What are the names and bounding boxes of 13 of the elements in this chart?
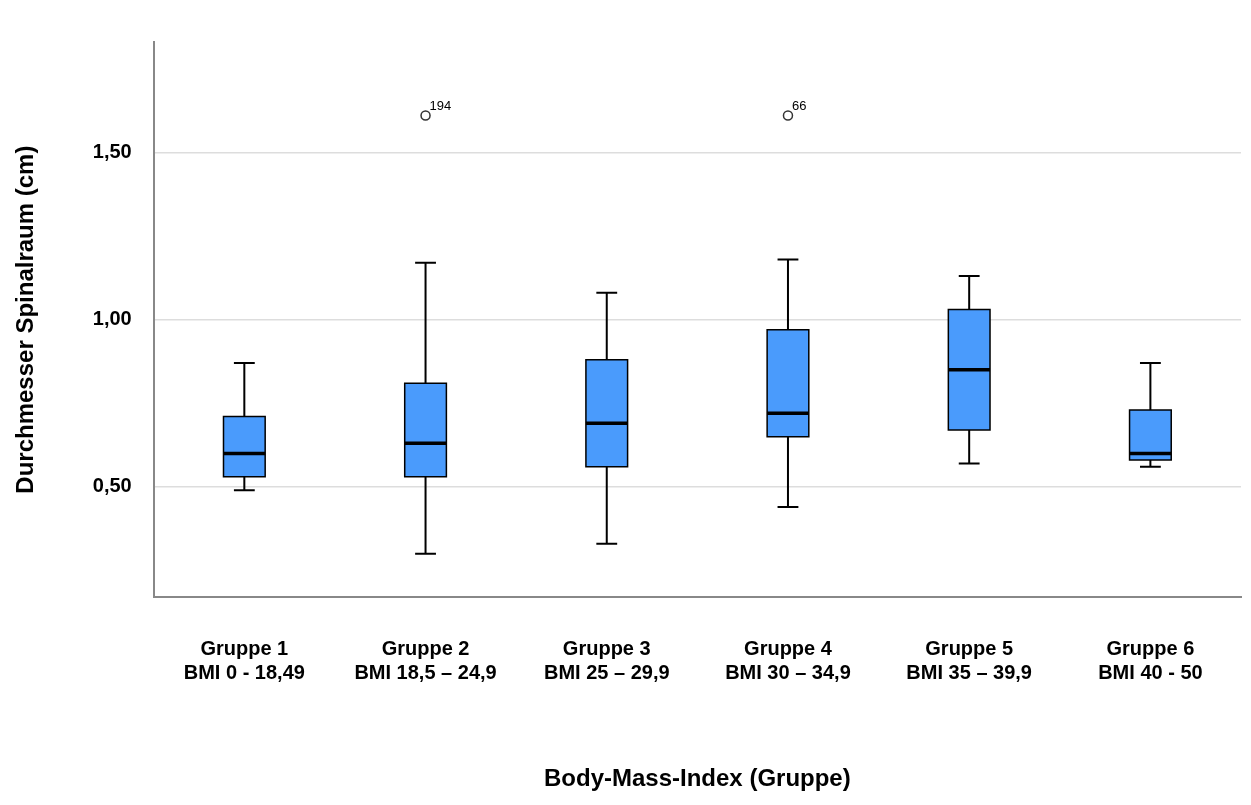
x-axis-title: Body-Mass-Index (Gruppe) bbox=[544, 764, 851, 792]
x-tick-label: Gruppe 4 BMI 30 – 34,9 bbox=[725, 636, 851, 683]
x-tick-label: Gruppe 2 BMI 18,5 – 24,9 bbox=[354, 636, 497, 683]
annotation: 66 bbox=[791, 97, 807, 113]
y-axis-title: Durchmesser Spinalraum (cm) bbox=[11, 145, 39, 494]
x-tick-label: Gruppe 1 BMI 0 - 18,49 bbox=[183, 636, 305, 683]
x-tick-label: Gruppe 6 BMI 40 - 50 bbox=[1098, 636, 1203, 683]
y-tick-label: 1,50 bbox=[92, 139, 132, 162]
y-tick-label: 0,50 bbox=[92, 474, 132, 497]
annotation: 194 bbox=[429, 97, 452, 113]
x-tick-label: Gruppe 5 BMI 35 – 39,9 bbox=[906, 636, 1032, 683]
x-tick-label: Gruppe 3 BMI 25 – 29,9 bbox=[543, 636, 670, 683]
y-tick-label: 1,00 bbox=[92, 307, 132, 330]
